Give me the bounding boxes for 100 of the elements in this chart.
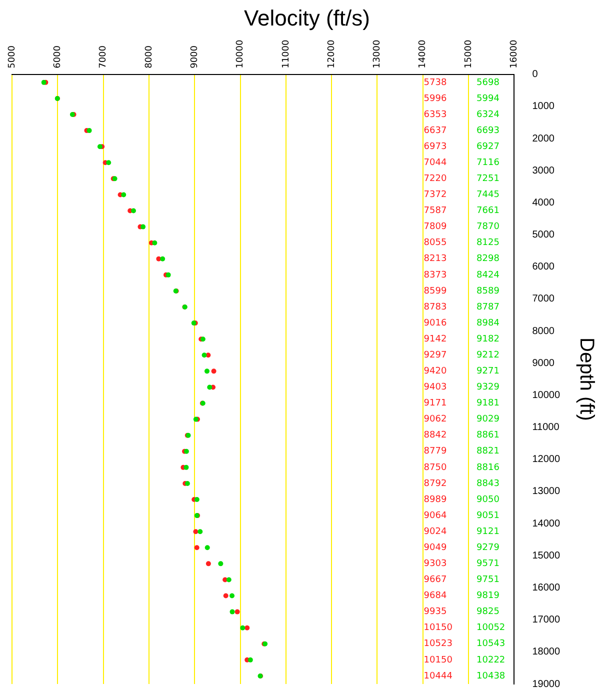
annotation: 8599: [424, 286, 447, 296]
y-tick-label: 6000: [532, 262, 555, 273]
annotation: 7870: [476, 222, 500, 232]
point: [194, 545, 200, 550]
annotation: 8821: [476, 446, 500, 457]
point: [248, 657, 253, 662]
annotation: 8861: [476, 430, 500, 441]
point: [152, 240, 158, 246]
annotation: 8589: [476, 286, 500, 296]
annotation: 7372: [424, 190, 447, 200]
x-tick-label: 12000: [326, 39, 337, 68]
annotation: 8373: [424, 270, 447, 280]
annotation: 5994: [476, 94, 500, 104]
annotation: 7116: [476, 158, 500, 168]
y-tick-label: 13000: [532, 486, 560, 498]
annotation: 7445: [476, 190, 500, 200]
annotation: 9029: [476, 414, 500, 425]
point: [140, 224, 146, 230]
annotation: 8424: [476, 270, 500, 280]
annotation: 6927: [476, 142, 500, 152]
annotation: 9420: [424, 366, 447, 377]
point: [97, 144, 102, 150]
point: [198, 529, 203, 534]
annotation: 9142: [424, 334, 447, 344]
annotation: 7587: [424, 206, 447, 216]
annotation: 8816: [476, 462, 500, 473]
y-axis-title: Depth (ft): [575, 338, 598, 421]
annotation: 10150: [424, 623, 453, 634]
y-tick-label: 17000: [532, 614, 560, 626]
point: [204, 368, 210, 374]
annotation: 10052: [476, 623, 506, 634]
x-tick-label: 14000: [418, 39, 428, 68]
y-tick-label: 16000: [532, 582, 560, 594]
annotation: 8989: [424, 494, 447, 505]
annotation: 8783: [424, 302, 447, 312]
point: [211, 368, 216, 374]
annotation: 5738: [424, 78, 447, 88]
annotation: 10438: [476, 671, 506, 682]
annotation: 6637: [424, 126, 447, 136]
point: [184, 464, 189, 470]
point: [160, 256, 166, 262]
point: [121, 192, 126, 198]
chart-title: Velocity (ft/s): [244, 5, 370, 30]
y-tick-label: 8000: [532, 326, 555, 337]
annotation: 10150: [424, 655, 453, 666]
annotation: 9751: [476, 575, 500, 586]
y-tick-label: 1000: [532, 101, 555, 112]
y-tick-label: 3000: [532, 165, 555, 176]
point: [194, 497, 200, 502]
annotation: 9121: [476, 526, 500, 537]
annotation: 9297: [424, 350, 447, 360]
annotation: 6324: [476, 110, 500, 120]
x-tick-label: 10000: [236, 39, 246, 68]
annotation: 7220: [424, 174, 447, 184]
x-tick-label: 16000: [510, 39, 520, 68]
annotation: 8792: [424, 478, 447, 489]
y-tick-label: 12000: [532, 454, 560, 466]
x-tick-label: 15000: [464, 39, 474, 68]
annotation: 8787: [476, 302, 500, 312]
annotation: 9279: [476, 542, 500, 553]
point: [230, 593, 235, 598]
annotation: 7661: [476, 206, 500, 216]
annotation: 9271: [476, 366, 500, 377]
annotation: 9684: [424, 591, 447, 602]
point: [218, 561, 224, 566]
annotation: 9303: [424, 559, 447, 570]
y-tick-label: 18000: [532, 646, 560, 658]
y-tick-label: 2000: [532, 133, 555, 144]
y-tick-label: 5000: [532, 230, 555, 241]
annotation: 8984: [476, 318, 500, 328]
y-tick-label: 4000: [532, 197, 555, 208]
x-tick-label: 7000: [98, 45, 109, 68]
annotation: 8750: [424, 462, 447, 473]
annotation: 9825: [476, 607, 500, 618]
annotation: 9667: [424, 575, 447, 586]
point: [207, 384, 212, 390]
point: [240, 625, 246, 630]
annotation: 9329: [476, 382, 500, 393]
point: [130, 208, 136, 214]
point: [166, 272, 171, 278]
y-tick-label: 15000: [532, 550, 560, 562]
annotation: 10222: [476, 655, 506, 666]
annotation: 8843: [476, 478, 500, 489]
annotation: 9051: [476, 510, 500, 521]
point: [234, 609, 240, 614]
annotation: 9062: [424, 414, 447, 425]
annotation: 6353: [424, 110, 447, 120]
point: [226, 577, 232, 582]
annotation: 9181: [476, 398, 500, 409]
x-tick-label: 5000: [7, 45, 18, 68]
annotation: 10444: [424, 671, 453, 682]
point: [206, 561, 211, 566]
annotation: 6973: [424, 142, 447, 152]
annotation: 6693: [476, 126, 500, 136]
y-tick-label: 10000: [532, 390, 560, 401]
point: [193, 529, 198, 534]
point: [204, 545, 210, 550]
annotation: 7809: [424, 222, 447, 232]
annotation: 9049: [424, 542, 447, 553]
point: [223, 593, 228, 598]
